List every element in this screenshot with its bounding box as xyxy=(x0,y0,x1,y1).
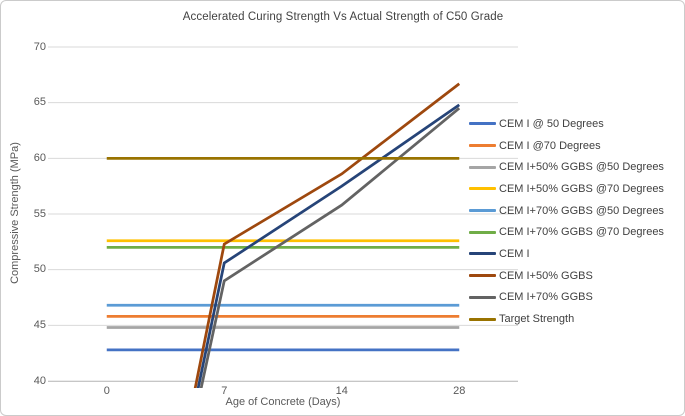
legend-item: CEM I+50% GGBS xyxy=(469,265,664,287)
y-tick-label: 70 xyxy=(33,40,46,53)
legend-item: CEM I @70 Degrees xyxy=(469,135,664,157)
y-axis-title: Compressive Strength (MPa) xyxy=(9,142,21,284)
legend: CEM I @ 50 Degrees CEM I @70 Degrees CEM I… xyxy=(469,113,664,330)
legend-item: CEM I+70% GGBS xyxy=(469,287,664,309)
legend-label: CEM I+70% GGBS xyxy=(499,291,593,304)
y-tick-label: 55 xyxy=(33,207,46,220)
legend-item: CEM I+50% GGBS @50 Degrees xyxy=(469,156,664,178)
x-tick-label: 7 xyxy=(221,385,228,397)
legend-swatch-line-icon xyxy=(469,252,496,256)
legend-item: CEM I+70% GGBS @70 Degrees xyxy=(469,221,664,243)
legend-label: CEM I+70% GGBS @50 Degrees xyxy=(499,204,664,217)
legend-item: Target Strength xyxy=(469,308,664,330)
legend-swatch-line-icon xyxy=(469,122,496,126)
y-tick-label: 40 xyxy=(33,374,46,387)
chart-title: Accelerated Curing Strength Vs Actual St… xyxy=(182,11,504,23)
legend-item: CEM I @ 50 Degrees xyxy=(469,113,664,135)
series-line xyxy=(199,107,461,388)
legend-label: CEM I @ 50 Degrees xyxy=(499,117,604,130)
x-tick-label: 0 xyxy=(103,385,110,397)
legend-label: CEM I+50% GGBS @50 Degrees xyxy=(499,161,664,174)
series-line xyxy=(193,82,461,388)
x-tick-label: 14 xyxy=(335,385,348,397)
legend-label: CEM I+70% GGBS @70 Degrees xyxy=(499,226,664,239)
series-line xyxy=(196,103,461,388)
legend-label: Target Strength xyxy=(499,313,575,326)
legend-item: CEM I xyxy=(469,243,664,265)
legend-label: CEM I+50% GGBS xyxy=(499,269,593,282)
legend-swatch-line-icon xyxy=(469,295,496,299)
legend-swatch-line-icon xyxy=(469,230,496,234)
legend-swatch-line-icon xyxy=(469,209,496,213)
x-tick-label: 28 xyxy=(453,385,466,397)
legend-label: CEM I xyxy=(499,247,530,260)
y-tick-label: 60 xyxy=(33,151,46,164)
legend-item: CEM I+50% GGBS @70 Degrees xyxy=(469,178,664,200)
legend-item: CEM I+70% GGBS @50 Degrees xyxy=(469,200,664,222)
y-tick-label: 65 xyxy=(33,96,46,109)
y-tick-label: 50 xyxy=(33,263,46,276)
legend-label: CEM I+50% GGBS @70 Degrees xyxy=(499,182,664,195)
y-tick-label: 45 xyxy=(33,318,46,331)
legend-swatch-line-icon xyxy=(469,187,496,191)
legend-swatch-line-icon xyxy=(469,274,496,278)
legend-swatch-line-icon xyxy=(469,165,496,169)
legend-swatch-line-icon xyxy=(469,317,496,321)
x-axis-title: Age of Concrete (Days) xyxy=(225,396,341,408)
legend-swatch-line-icon xyxy=(469,144,496,148)
legend-label: CEM I @70 Degrees xyxy=(499,139,601,152)
